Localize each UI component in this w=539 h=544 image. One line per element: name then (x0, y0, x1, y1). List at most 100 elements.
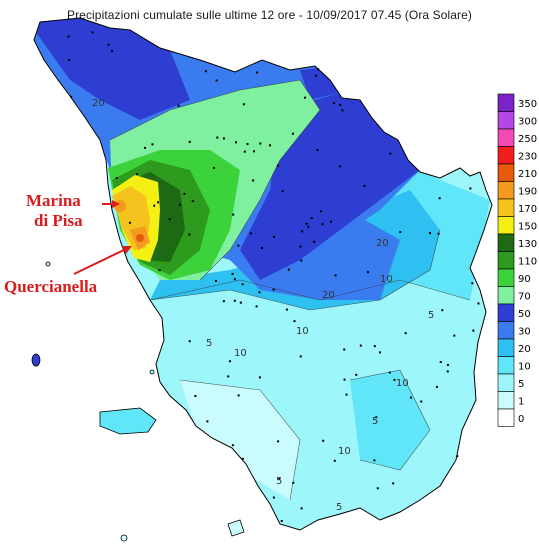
station-dot (285, 308, 288, 311)
station-dot (188, 340, 191, 343)
station-dot (70, 95, 73, 98)
island-elba (99, 407, 157, 435)
station-dot (135, 173, 138, 176)
contour-label: 20 (322, 290, 335, 301)
contour-label: 5 (372, 416, 378, 427)
legend-swatch (497, 391, 515, 410)
legend-label: 190 (518, 186, 537, 197)
station-dot (206, 420, 209, 423)
contour-label: 10 (380, 274, 393, 285)
legend-label: 350 (518, 99, 537, 110)
contour-label: 10 (296, 326, 309, 337)
station-dot (375, 416, 378, 419)
station-dot (379, 351, 382, 354)
legend-swatch (497, 303, 515, 322)
station-dot (315, 74, 318, 77)
station-dot (280, 519, 283, 522)
station-dot (272, 288, 275, 291)
station-dot (446, 370, 449, 373)
map-title: Precipitazioni cumulate sulle ultime 12 … (66, 8, 473, 22)
station-dot (242, 103, 245, 106)
station-dot (151, 143, 154, 146)
annotation-arrowhead (112, 200, 120, 208)
legend-swatch (497, 286, 515, 305)
legend-swatch (497, 181, 515, 200)
station-dot (256, 71, 259, 74)
station-dot (67, 35, 70, 38)
station-dot (292, 481, 295, 484)
legend-swatch (497, 233, 515, 252)
station-dot (439, 360, 442, 363)
legend-swatch (497, 163, 515, 182)
station-dot (393, 378, 396, 381)
legend-swatch (497, 198, 515, 217)
station-dot (233, 299, 236, 302)
station-dot (287, 268, 290, 271)
station-dot (355, 373, 358, 376)
station-dot (235, 141, 238, 144)
station-dot (191, 200, 194, 203)
station-dot (246, 143, 249, 146)
station-dot (343, 348, 346, 351)
annotation-label: di Pisa (34, 211, 83, 230)
island (120, 534, 128, 542)
contour-label: 10 (338, 446, 351, 457)
legend: 3503002502302101901701501301109070503020… (497, 93, 537, 427)
legend-swatch (497, 93, 515, 112)
station-dot (183, 192, 186, 195)
island (31, 353, 41, 367)
station-dot (188, 233, 191, 236)
station-dot (252, 179, 255, 182)
station-dot (188, 140, 191, 143)
station-dot (107, 43, 110, 46)
legend-swatch (497, 338, 515, 357)
station-dot (278, 478, 281, 481)
station-dot (259, 142, 262, 145)
legend-label: 130 (518, 239, 537, 250)
station-dot (157, 201, 160, 204)
station-dot (453, 334, 456, 337)
island (149, 369, 155, 375)
station-dot (272, 496, 275, 499)
station-dot (446, 363, 449, 366)
station-dot (258, 291, 261, 294)
station-dot (231, 444, 234, 447)
station-dot (399, 231, 402, 234)
station-dot (313, 240, 316, 243)
station-dot (178, 203, 181, 206)
contour-label: 5 (276, 476, 282, 487)
legend-swatch (497, 146, 515, 165)
contour-label: 20 (376, 238, 389, 249)
station-dot (343, 378, 346, 381)
legend-label: 300 (518, 116, 537, 127)
annotation-label: Marina (26, 191, 81, 210)
station-dot (316, 149, 319, 152)
station-dot (239, 301, 242, 304)
station-dot (321, 223, 324, 226)
station-dot (258, 376, 261, 379)
station-dot (389, 152, 392, 155)
station-dot (177, 104, 180, 107)
station-dot (301, 230, 304, 233)
station-dot (305, 222, 308, 225)
station-dot (373, 459, 376, 462)
station-dot (237, 244, 240, 247)
legend-swatch (497, 216, 515, 235)
legend-label: 5 (518, 379, 524, 390)
contour-label: 20 (92, 98, 105, 109)
legend-label: 1 (518, 396, 524, 407)
station-dot (334, 274, 337, 277)
station-dot (228, 360, 231, 363)
station-dot (249, 232, 252, 235)
station-dot (373, 345, 376, 348)
station-dot (456, 455, 459, 458)
legend-label: 250 (518, 134, 537, 145)
contour-labels: 20 20 20 10 10 5 10 5 5 5 10 10 5 (92, 98, 434, 513)
legend-swatch (497, 268, 515, 287)
station-dot (153, 204, 156, 207)
station-dot (333, 102, 336, 105)
station-dot (261, 247, 264, 250)
station-dot (299, 355, 302, 358)
station-dot (241, 457, 244, 460)
